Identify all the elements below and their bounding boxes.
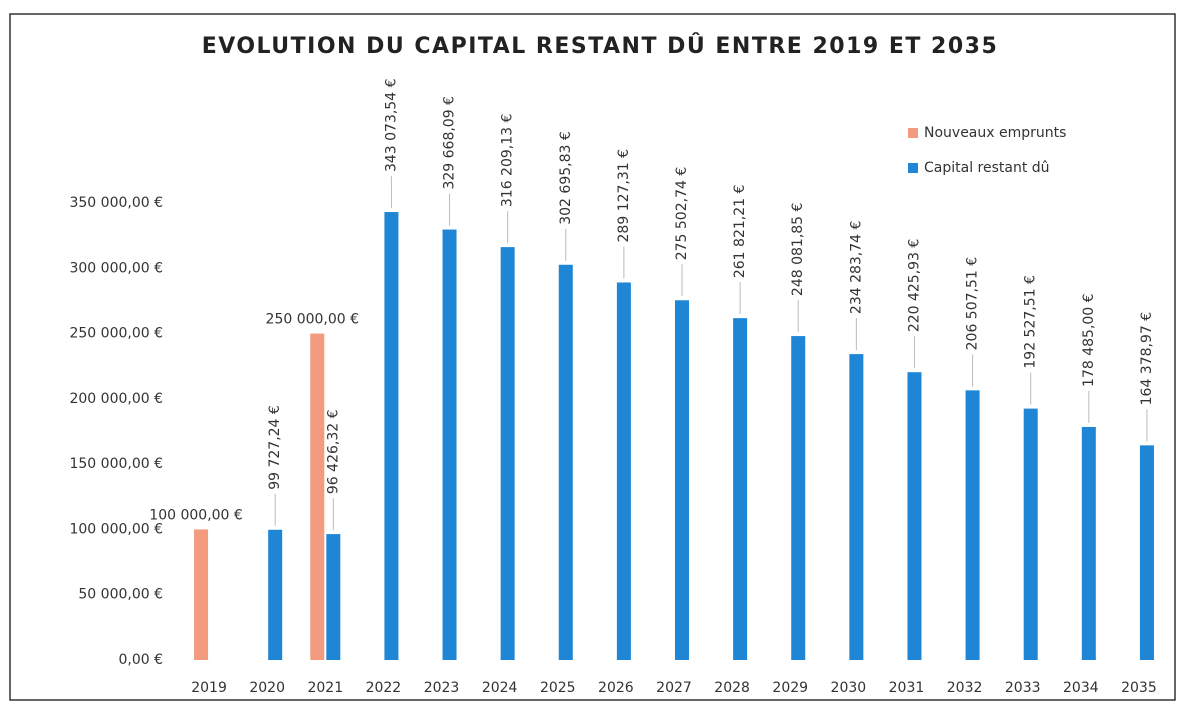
data-label: 220 425,93 €	[906, 239, 922, 333]
bar	[384, 212, 399, 660]
x-tick-label: 2034	[1063, 680, 1099, 696]
x-tick-label: 2030	[831, 680, 867, 696]
legend-swatch	[908, 128, 918, 138]
data-label: 329 668,09 €	[442, 96, 458, 190]
y-tick-label: 350 000,00 €	[69, 195, 163, 211]
data-label: 100 000,00 €	[149, 507, 243, 523]
x-tick-label: 2033	[1005, 680, 1041, 696]
legend-label: Capital restant dû	[924, 160, 1050, 176]
x-tick-label: 2031	[889, 680, 925, 696]
data-label: 275 502,74 €	[674, 167, 690, 261]
chart-title: EVOLUTION DU CAPITAL RESTANT DÛ ENTRE 20…	[202, 33, 999, 59]
bar	[616, 282, 631, 660]
legend-label: Nouveaux emprunts	[924, 125, 1066, 141]
bar	[310, 333, 325, 660]
bar	[268, 529, 283, 660]
bar	[326, 534, 341, 660]
y-tick-label: 150 000,00 €	[69, 456, 163, 472]
x-tick-label: 2020	[249, 680, 285, 696]
bar	[675, 300, 689, 660]
bar	[733, 318, 748, 660]
data-label: 316 209,13 €	[500, 114, 516, 208]
x-tick-label: 2021	[307, 680, 343, 696]
bar	[500, 247, 515, 660]
data-label: 178 485,00 €	[1081, 293, 1097, 387]
x-tick-label: 2023	[424, 680, 460, 696]
bar	[442, 229, 457, 660]
x-tick-label: 2025	[540, 680, 576, 696]
bar	[1139, 445, 1154, 660]
x-tick-label: 2019	[191, 680, 227, 696]
y-tick-label: 50 000,00 €	[78, 587, 163, 603]
x-tick-label: 2029	[772, 680, 808, 696]
x-tick-label: 2035	[1121, 680, 1157, 696]
x-tick-label: 2032	[947, 680, 983, 696]
bar	[791, 336, 806, 660]
bar	[1081, 426, 1096, 660]
data-label: 250 000,00 €	[266, 312, 360, 328]
bar	[965, 390, 980, 660]
data-label: 192 527,51 €	[1023, 275, 1039, 369]
data-label: 343 073,54 €	[383, 79, 399, 173]
data-label: 96 426,32 €	[325, 409, 341, 494]
x-tick-label: 2024	[482, 680, 518, 696]
y-tick-label: 200 000,00 €	[69, 391, 163, 407]
y-tick-label: 300 000,00 €	[69, 260, 163, 276]
y-tick-label: 250 000,00 €	[69, 326, 163, 342]
bar	[1023, 408, 1038, 660]
data-label: 289 127,31 €	[616, 149, 632, 243]
legend-swatch	[908, 163, 918, 173]
y-tick-label: 0,00 €	[118, 652, 163, 668]
x-tick-label: 2027	[656, 680, 692, 696]
x-tick-label: 2028	[714, 680, 750, 696]
bar	[558, 264, 573, 660]
data-label: 261 821,21 €	[732, 185, 748, 279]
data-label: 99 727,24 €	[267, 405, 283, 490]
chart-frame	[9, 13, 1176, 701]
data-label: 302 695,83 €	[558, 131, 574, 225]
data-label: 248 081,85 €	[790, 203, 806, 297]
x-tick-label: 2022	[366, 680, 402, 696]
x-tick-label: 2026	[598, 680, 634, 696]
data-label: 234 283,74 €	[848, 221, 864, 315]
bar	[907, 372, 922, 660]
data-label: 206 507,51 €	[965, 257, 981, 351]
y-tick-label: 100 000,00 €	[69, 521, 163, 537]
bar	[194, 529, 209, 660]
data-label: 164 378,97 €	[1139, 312, 1155, 406]
bar	[849, 354, 864, 660]
